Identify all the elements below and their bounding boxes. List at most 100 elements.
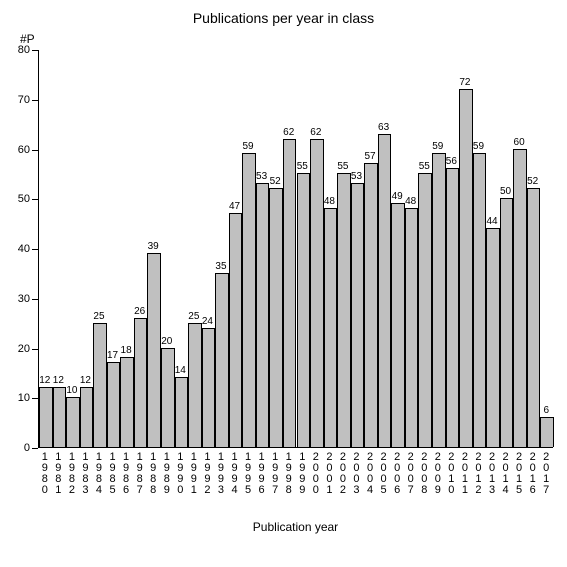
bar-value-label: 18: [121, 345, 132, 356]
bar-value-label: 25: [188, 311, 199, 322]
bar: [80, 387, 94, 447]
y-tick-label: 40: [18, 243, 30, 255]
bar: [120, 357, 134, 447]
bar: [540, 417, 554, 447]
bar-value-label: 62: [310, 127, 321, 138]
bar: [459, 89, 473, 447]
bar: [134, 318, 148, 447]
x-tick-label: 1989: [161, 452, 172, 496]
bar: [202, 328, 216, 447]
bar: [39, 387, 53, 447]
y-tick-mark: [32, 150, 38, 151]
bar-value-label: 44: [486, 216, 497, 227]
bar: [473, 153, 487, 447]
bar: [364, 163, 378, 447]
bar-value-label: 12: [80, 375, 91, 386]
bar: [446, 168, 460, 447]
x-tick-label: 1994: [229, 452, 240, 496]
chart-title: Publications per year in class: [0, 10, 567, 26]
bar: [242, 153, 256, 447]
x-axis-label: Publication year: [38, 520, 553, 534]
x-tick-label: 1992: [202, 452, 213, 496]
bar: [161, 348, 175, 448]
bar-value-label: 52: [270, 176, 281, 187]
x-tick-label: 1987: [134, 452, 145, 496]
x-tick-label: 1985: [107, 452, 118, 496]
bar-value-label: 48: [324, 196, 335, 207]
bar: [500, 198, 514, 447]
bar-value-label: 53: [256, 171, 267, 182]
y-tick-mark: [32, 398, 38, 399]
bar-value-label: 57: [364, 151, 375, 162]
x-tick-label: 2008: [419, 452, 430, 496]
bar: [486, 228, 500, 447]
y-tick-label: 80: [18, 44, 30, 56]
bar: [175, 377, 189, 447]
x-tick-label: 2002: [337, 452, 348, 496]
y-tick-label: 30: [18, 293, 30, 305]
x-tick-label: 2017: [541, 452, 552, 496]
x-tick-label: 1993: [215, 452, 226, 496]
x-tick-label: 2006: [392, 452, 403, 496]
bar-value-label: 55: [337, 161, 348, 172]
bar: [66, 397, 80, 447]
x-tick-label: 1996: [256, 452, 267, 496]
x-tick-label: 2016: [527, 452, 538, 496]
bar-value-label: 25: [93, 311, 104, 322]
bar: [418, 173, 432, 447]
x-tick-label: 2013: [487, 452, 498, 496]
plot-area: [38, 50, 553, 448]
bar: [147, 253, 161, 447]
x-tick-label: 1998: [283, 452, 294, 496]
x-tick-label: 2015: [514, 452, 525, 496]
x-tick-label: 2014: [500, 452, 511, 496]
y-tick-mark: [32, 100, 38, 101]
bar-value-label: 10: [66, 385, 77, 396]
bar-value-label: 20: [161, 336, 172, 347]
bar-value-label: 52: [527, 176, 538, 187]
x-tick-label: 1991: [188, 452, 199, 496]
y-tick-label: 10: [18, 392, 30, 404]
x-tick-label: 2012: [473, 452, 484, 496]
bar: [337, 173, 351, 447]
bar: [229, 213, 243, 447]
bar-value-label: 50: [500, 186, 511, 197]
x-tick-label: 2004: [365, 452, 376, 496]
bar-value-label: 53: [351, 171, 362, 182]
x-tick-label: 1988: [148, 452, 159, 496]
y-tick-mark: [32, 349, 38, 350]
chart-container: Publications per year in class #P 010203…: [0, 0, 567, 567]
y-tick-mark: [32, 249, 38, 250]
bar-value-label: 39: [148, 241, 159, 252]
bar: [215, 273, 229, 447]
x-tick-label: 2010: [446, 452, 457, 496]
y-tick-mark: [32, 299, 38, 300]
bar-value-label: 62: [283, 127, 294, 138]
bar-value-label: 35: [215, 261, 226, 272]
x-tick-label: 1984: [93, 452, 104, 496]
bar: [297, 173, 311, 447]
x-tick-label: 1986: [121, 452, 132, 496]
bar-value-label: 12: [53, 375, 64, 386]
bar-value-label: 63: [378, 122, 389, 133]
bar: [391, 203, 405, 447]
y-tick-mark: [32, 448, 38, 449]
bar-value-label: 59: [432, 141, 443, 152]
x-tick-label: 2011: [459, 452, 470, 496]
bar: [527, 188, 541, 447]
bar: [378, 134, 392, 447]
x-tick-label: 1980: [39, 452, 50, 496]
bar-value-label: 60: [514, 137, 525, 148]
x-tick-label: 1981: [53, 452, 64, 496]
x-tick-label: 2001: [324, 452, 335, 496]
bar-value-label: 59: [473, 141, 484, 152]
bar-value-label: 56: [446, 156, 457, 167]
bar-value-label: 14: [175, 365, 186, 376]
bar: [269, 188, 283, 447]
bar-value-label: 49: [392, 191, 403, 202]
x-tick-label: 2009: [432, 452, 443, 496]
x-tick-label: 2007: [405, 452, 416, 496]
bar: [324, 208, 338, 447]
y-tick-mark: [32, 199, 38, 200]
x-tick-label: 2003: [351, 452, 362, 496]
